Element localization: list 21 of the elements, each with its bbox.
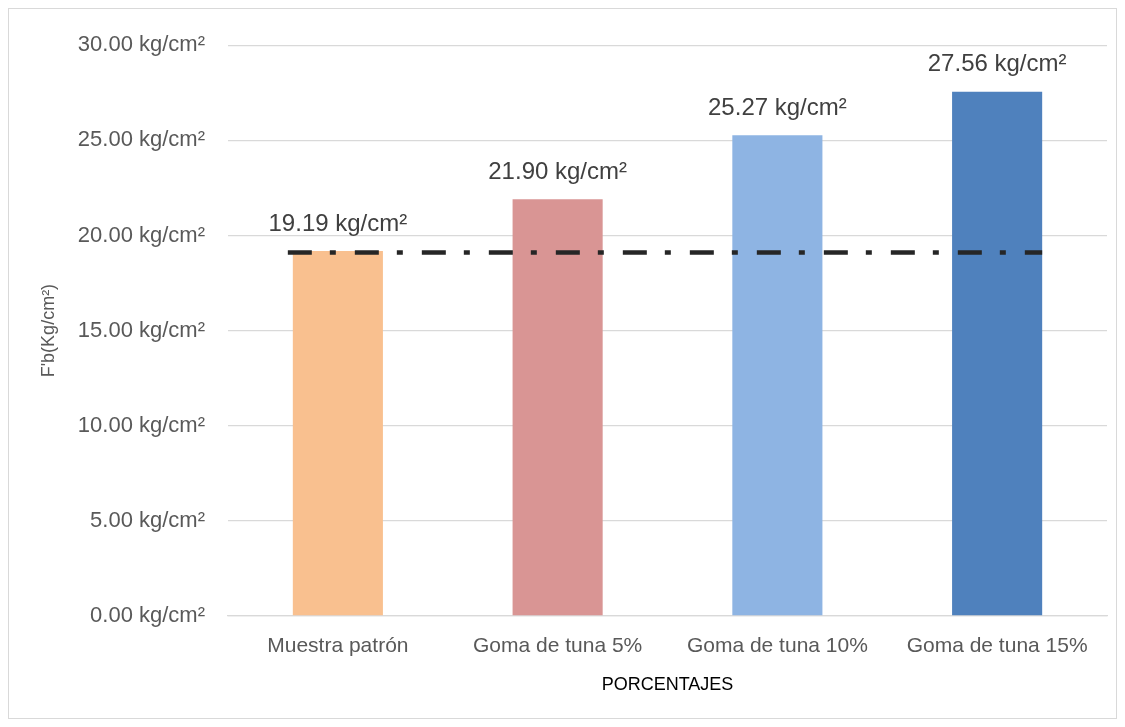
bar: [292, 250, 383, 616]
y-tick-label: 15.00 kg/cm²: [77, 316, 205, 342]
y-axis-title: F'b(Kg/cm²): [37, 283, 58, 378]
bar: [952, 91, 1043, 616]
x-axis-title: PORCENTAJES: [601, 674, 734, 695]
data-label: 25.27 kg/cm²: [708, 92, 847, 120]
data-label: 19.19 kg/cm²: [268, 208, 408, 236]
y-tick-label: 5.00 kg/cm²: [90, 506, 205, 532]
y-tick-label: 20.00 kg/cm²: [77, 221, 205, 247]
x-tick-label: Goma de tuna 5%: [472, 633, 643, 657]
x-tick-label: Goma de tuna 10%: [686, 633, 868, 657]
y-tick-label: 25.00 kg/cm²: [77, 126, 205, 152]
y-tick-label: 30.00 kg/cm²: [77, 31, 205, 57]
data-label: 27.56 kg/cm²: [927, 49, 1067, 77]
y-tick-label: 0.00 kg/cm²: [90, 602, 205, 628]
bar: [512, 199, 603, 616]
x-tick-label: Goma de tuna 15%: [906, 633, 1088, 657]
bar: [732, 135, 823, 616]
x-tick-label: Muestra patrón: [267, 633, 409, 657]
data-label: 21.90 kg/cm²: [488, 156, 627, 184]
y-tick-label: 10.00 kg/cm²: [77, 411, 205, 437]
